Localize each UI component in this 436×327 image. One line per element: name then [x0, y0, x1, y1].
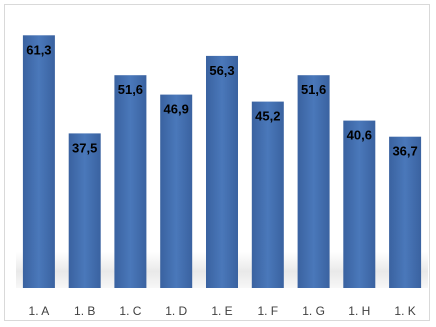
bar-2 — [68, 133, 101, 288]
bar-1 — [22, 35, 55, 288]
bar-value-label: 36,7 — [392, 144, 417, 159]
x-tick-label: 1. H — [348, 304, 370, 318]
bars-group — [22, 35, 422, 289]
x-tick-label: 1. F — [257, 304, 278, 318]
bar-value-label: 51,6 — [301, 82, 326, 97]
x-tick-label: 1. D — [165, 304, 187, 318]
x-axis-ticks-group: 1. A 1. B 1. C 1. D 1. E 1. F 1. G 1. H 1. K — [29, 304, 416, 318]
x-tick-label: 1. A — [29, 304, 50, 318]
bar-value-label: 46,9 — [164, 102, 189, 117]
value-labels-group: 61,3 37,5 51,6 46,9 56,3 45,2 51,6 40,6 36,7 — [26, 42, 418, 158]
bar-6 — [251, 101, 284, 288]
bar-9 — [389, 136, 422, 288]
bar-3 — [114, 75, 147, 288]
bar-value-label: 61,3 — [26, 42, 51, 57]
bar-value-label: 40,6 — [347, 128, 372, 143]
bar-value-label: 51,6 — [118, 82, 143, 97]
bar-8 — [343, 120, 376, 288]
bar-7 — [297, 75, 330, 288]
bar-5 — [206, 55, 238, 289]
bar-value-label: 37,5 — [72, 140, 97, 155]
x-tick-label: 1. B — [74, 304, 95, 318]
x-tick-label: 1. G — [302, 304, 325, 318]
x-tick-label: 1. K — [394, 304, 415, 318]
x-tick-label: 1. E — [211, 304, 232, 318]
bar-value-label: 45,2 — [255, 109, 280, 124]
bar-4 — [160, 94, 193, 288]
bar-value-label: 56,3 — [209, 63, 234, 78]
x-tick-label: 1. C — [119, 304, 141, 318]
